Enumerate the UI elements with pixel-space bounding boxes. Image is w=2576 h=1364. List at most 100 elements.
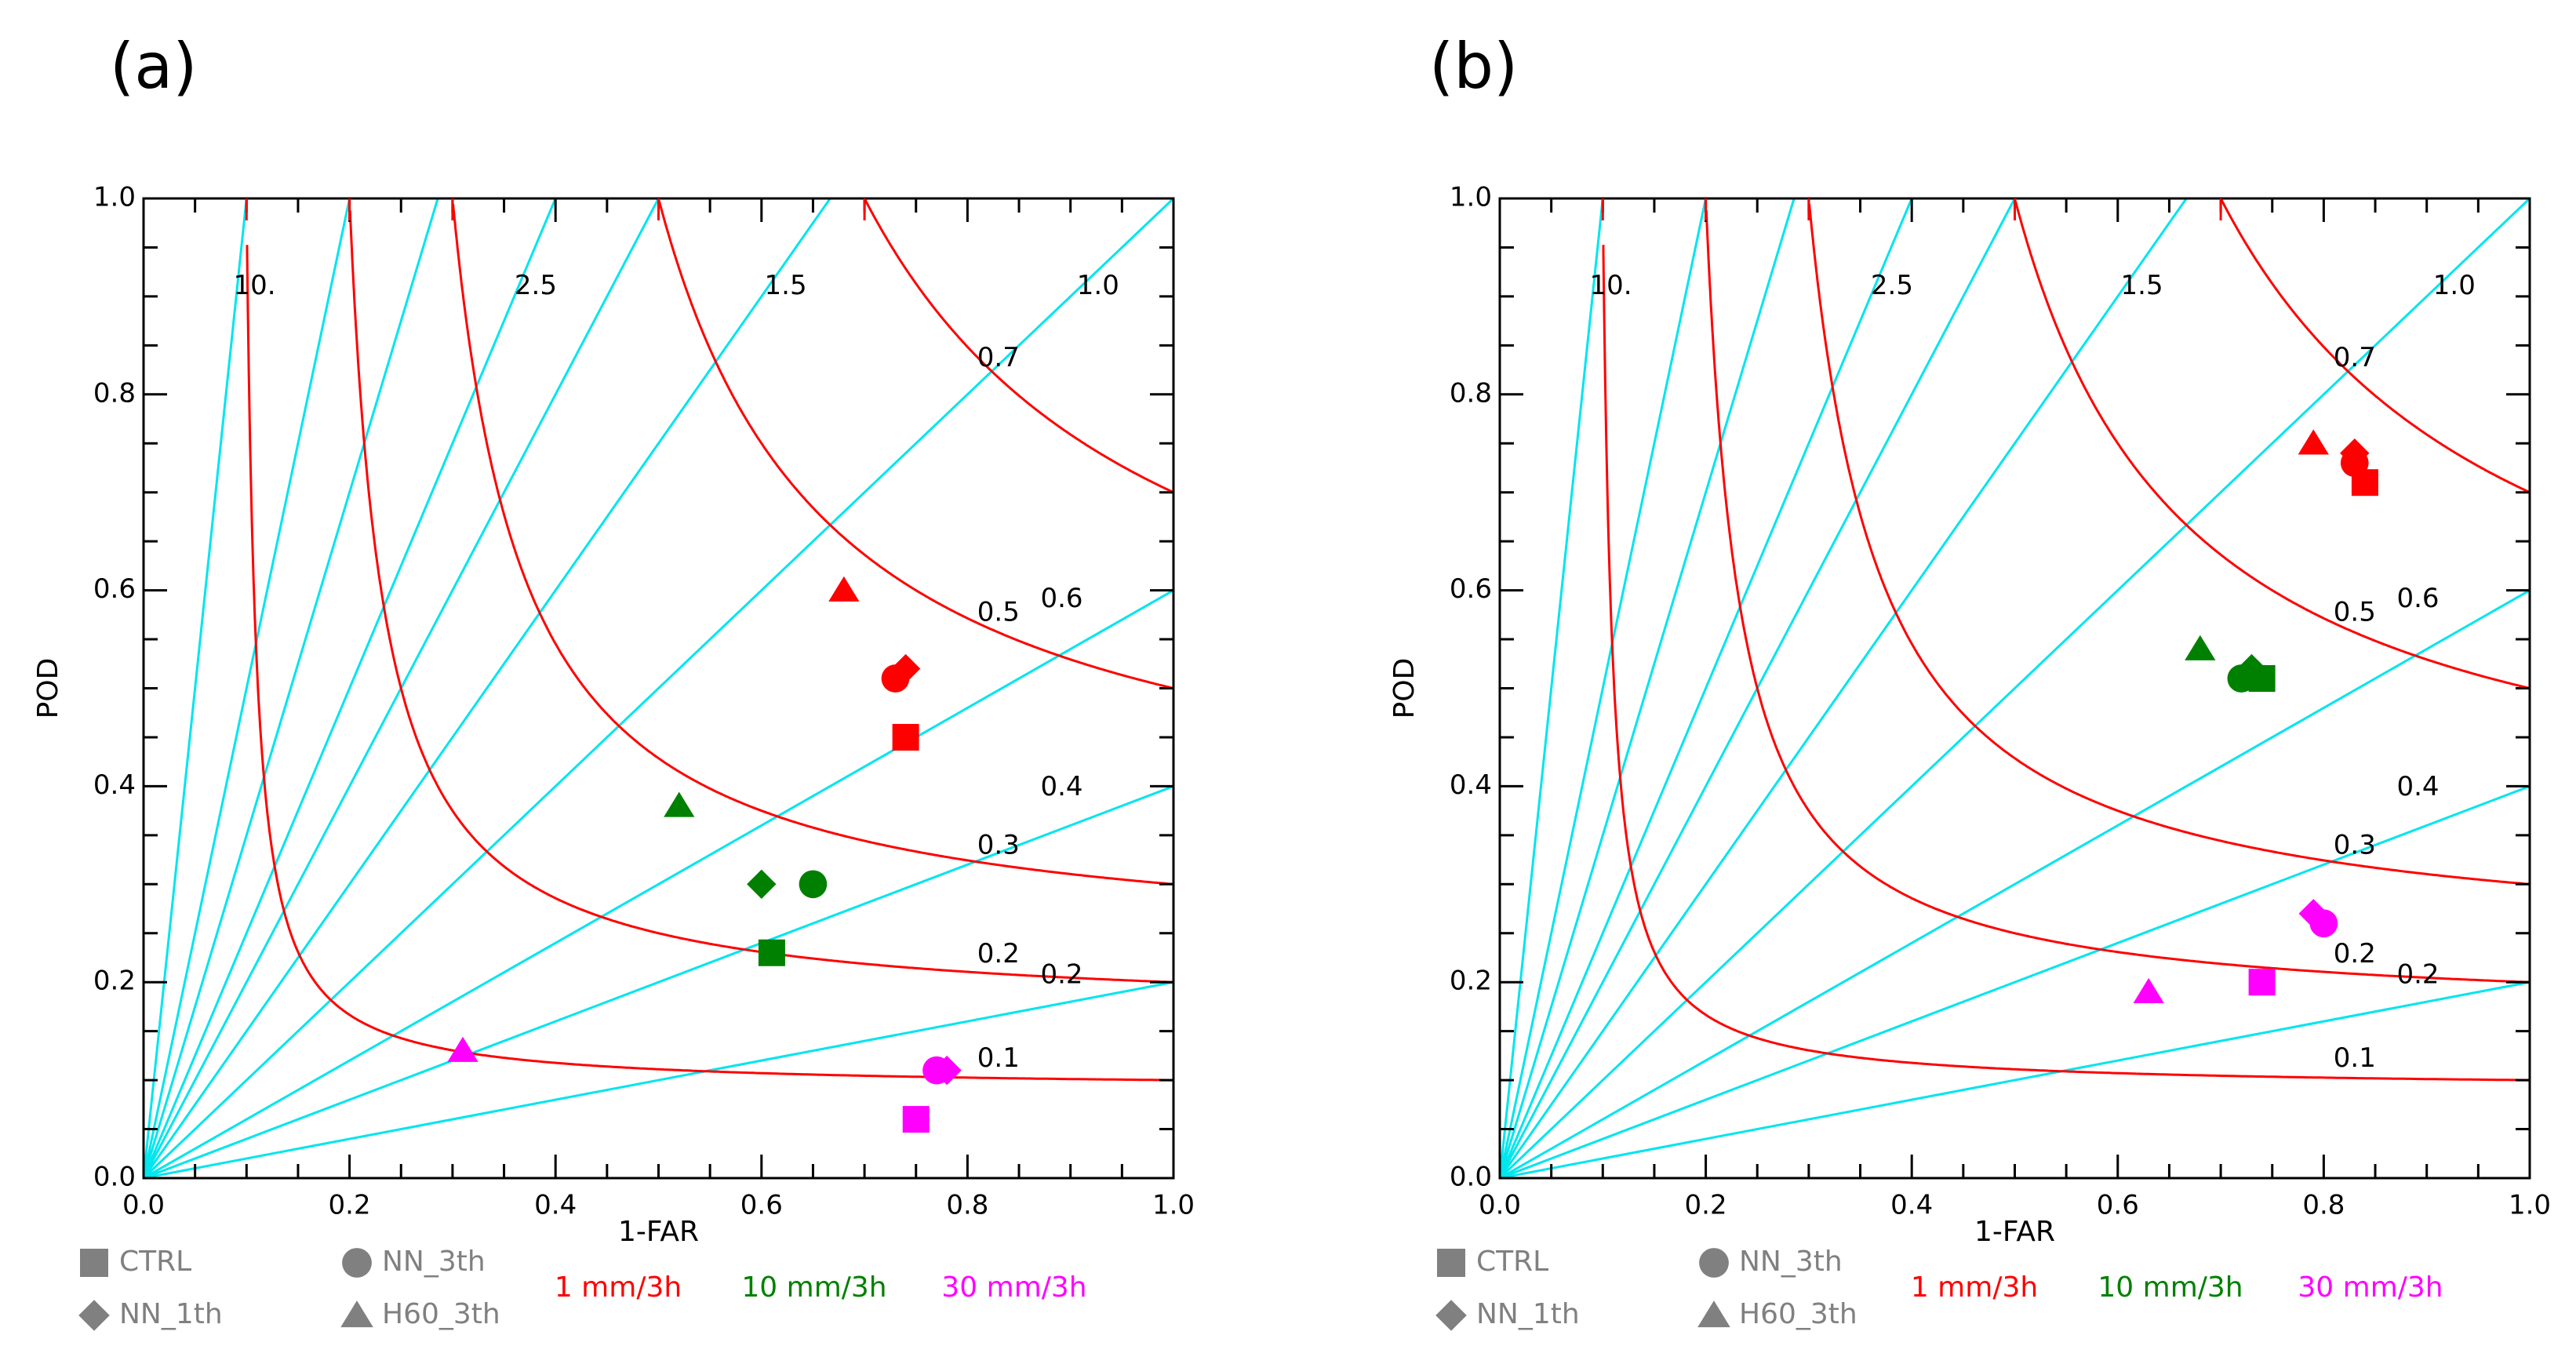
data-point-nn-1th bbox=[2298, 899, 2328, 929]
legend: CTRL NN_3th NN_1th H60_3th 1 mm/3h 10 mm/3h 30… bbox=[1435, 1246, 2443, 1331]
bias-line bbox=[1500, 198, 2530, 1178]
x-tick-label: 1.0 bbox=[1152, 1190, 1195, 1221]
panel-label: (a) bbox=[110, 30, 197, 103]
data-point-h60-3th bbox=[828, 576, 860, 602]
x-tick-label: 1.0 bbox=[2509, 1190, 2551, 1221]
bias-line bbox=[144, 198, 557, 1178]
x-tick-label: 0.4 bbox=[1890, 1190, 1933, 1221]
legend-marker-square-icon bbox=[1437, 1249, 1465, 1277]
legend-threshold-label: 1 mm/3h bbox=[1911, 1271, 2038, 1304]
y-tick-label: 0.2 bbox=[1450, 966, 1492, 997]
csi-label: 0.3 bbox=[977, 829, 1020, 860]
csi-label: 0.7 bbox=[2334, 342, 2376, 373]
csi-curve bbox=[348, 210, 1173, 984]
bias-label: 10. bbox=[1589, 270, 1632, 301]
legend: CTRL NN_3th NN_1th H60_3th 1 mm/3h 10 mm/3h 30… bbox=[78, 1246, 1087, 1331]
bias-label: 0.4 bbox=[2396, 771, 2439, 802]
x-tick-label: 0.6 bbox=[740, 1190, 783, 1221]
data-point-nn-1th bbox=[932, 1055, 962, 1086]
legend-threshold-label: 30 mm/3h bbox=[941, 1271, 1086, 1304]
csi-label: 0.7 bbox=[977, 342, 1020, 373]
csi-curve bbox=[2014, 200, 2530, 689]
x-axis-title: 1-FAR bbox=[1974, 1216, 2055, 1248]
legend-label-nn-1th: NN_1th bbox=[119, 1298, 223, 1330]
x-tick-label: 0.0 bbox=[122, 1190, 165, 1221]
csi-curve bbox=[1602, 245, 2530, 1082]
legend-label-nn-3th: NN_3th bbox=[382, 1246, 486, 1278]
legend-marker-square-icon bbox=[80, 1249, 108, 1277]
csi-curve bbox=[864, 198, 1173, 494]
x-tick-label: 0.0 bbox=[1479, 1190, 1521, 1221]
bias-label: 10. bbox=[233, 270, 275, 301]
legend-marker-diamond-icon bbox=[1435, 1300, 1467, 1331]
x-tick-label: 0.8 bbox=[2302, 1190, 2345, 1221]
bias-line bbox=[144, 198, 351, 1178]
csi-label: 0.1 bbox=[2334, 1042, 2376, 1074]
bias-label: 1.5 bbox=[765, 270, 807, 301]
data-point-h60-3th bbox=[2133, 977, 2164, 1003]
data-point-ctrl bbox=[902, 1106, 930, 1133]
legend-threshold-label: 10 mm/3h bbox=[2098, 1271, 2243, 1304]
bias-line bbox=[144, 198, 1173, 1178]
bias-line bbox=[1500, 589, 2530, 1178]
data-point-h60-3th bbox=[2298, 429, 2329, 455]
bias-line bbox=[1500, 784, 2530, 1178]
data-point-h60-3th bbox=[447, 1036, 478, 1062]
csi-label: 0.5 bbox=[977, 597, 1020, 628]
csi-curve bbox=[1705, 210, 2530, 984]
y-tick-label: 0.8 bbox=[93, 377, 136, 409]
x-tick-label: 0.2 bbox=[1685, 1190, 1727, 1221]
y-axis-title: POD bbox=[32, 658, 64, 719]
bias-line bbox=[1500, 980, 2530, 1178]
bias-line bbox=[1500, 198, 1708, 1178]
bias-label: 1.0 bbox=[1077, 270, 1119, 301]
bias-label: 1.5 bbox=[2121, 270, 2163, 301]
legend-threshold-label: 30 mm/3h bbox=[2298, 1271, 2443, 1304]
legend-marker-circle-icon bbox=[1699, 1248, 1729, 1278]
bias-label: 1.0 bbox=[2433, 270, 2476, 301]
y-tick-label: 0.0 bbox=[93, 1162, 136, 1193]
legend-label-ctrl: CTRL bbox=[119, 1246, 191, 1278]
data-point-nn-1th bbox=[747, 869, 777, 899]
bias-line bbox=[144, 589, 1173, 1178]
plot-area bbox=[144, 198, 1173, 1178]
bias-label: 0.6 bbox=[1040, 583, 1082, 614]
panel-a: (a) 0.0 0.2 0.4 0.6 0.8 1.0 0.0 0.2 0.4 0.6 0.8 1.0 1… bbox=[32, 30, 1195, 1331]
data-point-ctrl bbox=[892, 723, 919, 751]
bias-label: 0.6 bbox=[2396, 583, 2439, 614]
csi-curve bbox=[2220, 198, 2530, 494]
bias-line bbox=[144, 784, 1173, 1178]
legend-marker-circle-icon bbox=[342, 1248, 372, 1278]
y-tick-label: 1.0 bbox=[93, 182, 136, 213]
legend-label-h60-3th: H60_3th bbox=[1739, 1298, 1857, 1330]
y-tick-label: 0.0 bbox=[1450, 1162, 1492, 1193]
y-tick-label: 0.2 bbox=[93, 966, 136, 997]
bias-line bbox=[1500, 198, 1913, 1178]
bias-label: 2.5 bbox=[515, 270, 557, 301]
panel-label: (b) bbox=[1429, 30, 1518, 103]
bias-label: 0.4 bbox=[1040, 771, 1082, 802]
legend-label-nn-3th: NN_3th bbox=[1739, 1246, 1843, 1278]
x-tick-label: 0.8 bbox=[946, 1190, 988, 1221]
y-axis-title: POD bbox=[1388, 658, 1421, 719]
plot-area bbox=[1500, 198, 2530, 1178]
x-tick-label: 0.4 bbox=[534, 1190, 577, 1221]
legend-marker-triangle-icon bbox=[340, 1300, 373, 1328]
csi-label: 0.2 bbox=[977, 938, 1020, 969]
bias-label: 0.2 bbox=[2396, 959, 2439, 991]
csi-label: 0.5 bbox=[2334, 597, 2376, 628]
data-point-h60-3th bbox=[664, 791, 695, 817]
csi-label: 0.1 bbox=[977, 1042, 1020, 1074]
bias-line bbox=[144, 980, 1173, 1178]
data-point-nn-1th bbox=[890, 653, 921, 684]
bias-line bbox=[144, 198, 439, 1178]
csi-label: 0.3 bbox=[2334, 829, 2376, 860]
data-point-nn-1th bbox=[2236, 653, 2267, 684]
bias-label: 2.5 bbox=[1871, 270, 1913, 301]
csi-curve bbox=[1808, 203, 2530, 886]
data-point-h60-3th bbox=[2185, 635, 2216, 660]
y-tick-label: 0.4 bbox=[93, 769, 136, 801]
y-tick-label: 0.8 bbox=[1450, 377, 1492, 409]
